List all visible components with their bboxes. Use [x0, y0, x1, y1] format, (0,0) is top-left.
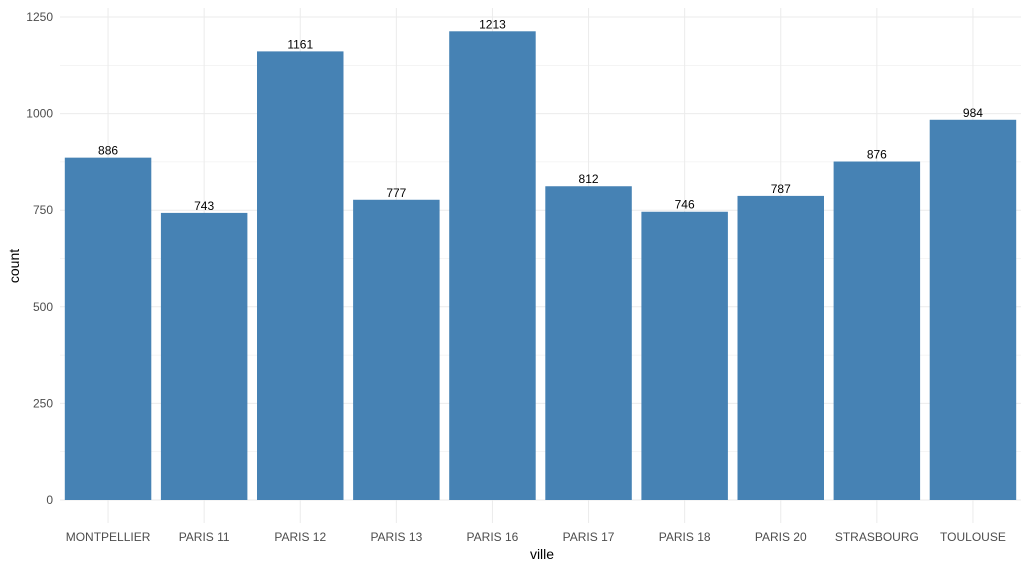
x-tick-label: PARIS 13	[370, 530, 422, 544]
bar-value-label: 886	[98, 144, 118, 158]
x-tick-label: PARIS 20	[755, 530, 807, 544]
bar	[929, 119, 1017, 500]
bar	[737, 195, 824, 500]
bar-value-label: 1213	[479, 17, 506, 31]
x-tick-label: STRASBOURG	[835, 530, 919, 544]
y-tick-label: 1000	[26, 107, 53, 121]
y-axis-title: count	[6, 249, 22, 283]
bar-value-label: 812	[579, 172, 599, 186]
bar	[160, 212, 248, 501]
x-tick-label: PARIS 17	[563, 530, 615, 544]
x-tick-label: PARIS 16	[467, 530, 519, 544]
x-tick-label: MONTPELLIER	[66, 530, 151, 544]
bar	[545, 186, 632, 500]
bars	[64, 31, 1017, 501]
y-axis-ticks: 0 250 500 750 1000 1250	[26, 10, 53, 507]
x-axis-ticks: MONTPELLIER PARIS 11 PARIS 12 PARIS 13 PARIS…	[66, 530, 1006, 544]
y-tick-label: 250	[33, 396, 53, 410]
bar	[64, 157, 152, 500]
bar-value-label: 746	[675, 198, 695, 212]
bar-value-label: 777	[386, 186, 406, 200]
y-tick-label: 500	[33, 300, 53, 314]
x-axis-title: ville	[530, 546, 554, 562]
bar	[257, 51, 344, 501]
bar-value-label: 743	[194, 199, 214, 213]
bar	[833, 161, 921, 500]
bar-value-labels: 886 743 1161 777 1213 812 746 787 876 984	[98, 17, 983, 213]
bar	[449, 31, 536, 500]
bar-value-label: 984	[963, 106, 983, 120]
y-tick-label: 1250	[26, 10, 53, 24]
y-tick-label: 0	[46, 493, 53, 507]
x-tick-label: PARIS 11	[179, 530, 230, 544]
y-tick-label: 750	[33, 203, 53, 217]
bar-value-label: 876	[867, 148, 887, 162]
x-tick-label: PARIS 12	[274, 530, 326, 544]
x-tick-label: TOULOUSE	[940, 530, 1006, 544]
bar	[353, 199, 440, 500]
bar-value-label: 1161	[287, 37, 313, 51]
bar-value-label: 787	[771, 182, 791, 196]
bar	[641, 211, 728, 500]
x-tick-label: PARIS 18	[659, 530, 711, 544]
